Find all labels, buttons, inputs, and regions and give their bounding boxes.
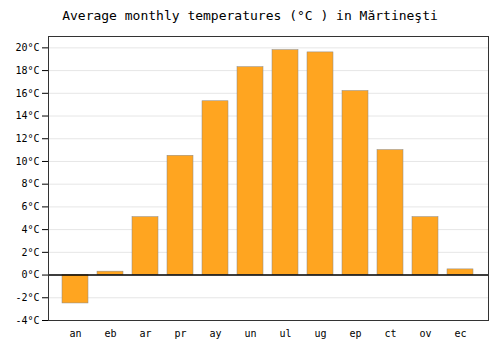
svg-text:-2°C: -2°C [15, 292, 39, 303]
svg-text:ec: ec [454, 328, 466, 339]
svg-text:10°C: 10°C [15, 156, 39, 167]
svg-text:2°C: 2°C [21, 247, 39, 258]
html-text:Average monthly temperatures (: Average monthly temperatures (°C ) in Mă… [62, 8, 438, 23]
svg-text:14°C: 14°C [15, 110, 39, 121]
svg-text:8°C: 8°C [21, 178, 39, 189]
svg-text:18°C: 18°C [15, 65, 39, 76]
svg-text:20°C: 20°C [15, 42, 39, 53]
svg-text:6°C: 6°C [21, 201, 39, 212]
svg-text:eb: eb [104, 328, 116, 339]
svg-text:4°C: 4°C [21, 224, 39, 235]
svg-text:ep: ep [349, 328, 361, 339]
svg-text:ov: ov [419, 328, 431, 339]
svg-text:pr: pr [174, 328, 186, 339]
svg-text:an: an [69, 328, 81, 339]
svg-text:12°C: 12°C [15, 133, 39, 144]
svg-text:ug: ug [314, 328, 326, 339]
svg-text:ul: ul [279, 328, 291, 339]
svg-text:un: un [244, 328, 256, 339]
svg-text:ay: ay [209, 328, 221, 339]
svg-text:0°C: 0°C [21, 269, 39, 280]
svg-text:16°C: 16°C [15, 88, 39, 99]
svg-text:-4°C: -4°C [15, 315, 39, 326]
svg-text:ct: ct [384, 328, 396, 339]
svg-text:ar: ar [139, 328, 151, 339]
